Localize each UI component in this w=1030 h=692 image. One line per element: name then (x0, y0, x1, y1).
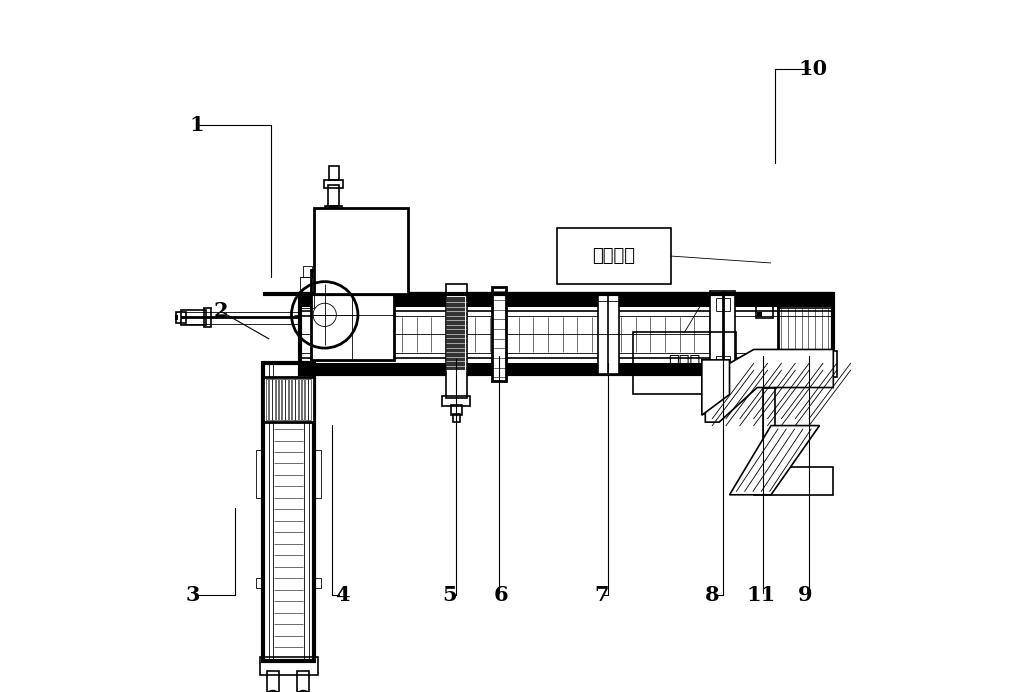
Bar (447, 360, 466, 365)
Text: 8: 8 (705, 585, 720, 605)
Bar (763, 388, 776, 471)
Text: 2: 2 (213, 302, 229, 321)
Text: 4: 4 (335, 585, 349, 605)
Bar (329, 208, 339, 294)
Polygon shape (729, 426, 820, 495)
Text: 9: 9 (798, 585, 813, 605)
Bar (447, 338, 466, 343)
Bar (446, 284, 467, 398)
Bar (204, 308, 210, 327)
Bar (329, 185, 339, 206)
Bar (447, 333, 466, 338)
Bar (329, 166, 339, 180)
Bar (594, 293, 622, 301)
Bar (181, 310, 206, 325)
Text: 7: 7 (594, 585, 609, 605)
Bar (288, 379, 291, 420)
Bar (266, 379, 269, 420)
Bar (279, 379, 281, 420)
Bar (302, 379, 304, 420)
Bar (598, 294, 619, 374)
Bar (324, 180, 343, 188)
Bar (301, 294, 833, 307)
Bar (710, 291, 735, 377)
Bar (313, 450, 321, 498)
Bar (282, 379, 284, 420)
Bar (299, 379, 301, 420)
Text: 3: 3 (186, 585, 201, 605)
Bar (757, 312, 762, 317)
Bar (305, 379, 308, 420)
Bar (260, 657, 318, 675)
Bar (313, 578, 321, 588)
Bar (272, 379, 275, 420)
Bar (447, 356, 466, 361)
Bar (447, 315, 466, 320)
Bar (716, 356, 729, 370)
Bar (311, 270, 393, 360)
Bar (778, 361, 832, 374)
Bar (176, 312, 186, 323)
Text: 11: 11 (746, 585, 776, 605)
Bar (447, 297, 466, 302)
Bar (442, 396, 470, 406)
Bar (263, 377, 314, 422)
Bar (451, 405, 461, 415)
Bar (296, 379, 298, 420)
Bar (756, 298, 774, 318)
Bar (297, 671, 309, 692)
Bar (256, 578, 265, 588)
Bar (447, 365, 466, 370)
Bar (301, 277, 314, 308)
Bar (716, 298, 729, 311)
Bar (447, 351, 466, 356)
Bar (703, 362, 727, 414)
Text: 废料框: 废料框 (668, 354, 700, 372)
Bar (174, 315, 178, 320)
Text: 1: 1 (190, 115, 204, 134)
Text: 5: 5 (442, 585, 456, 605)
Text: 6: 6 (493, 585, 509, 605)
Bar (291, 379, 295, 420)
Bar (327, 215, 341, 232)
Bar (447, 310, 466, 316)
Bar (810, 351, 836, 377)
Bar (303, 266, 312, 277)
Bar (632, 332, 736, 394)
Bar (263, 363, 314, 661)
Bar (453, 414, 459, 422)
Bar (276, 379, 278, 420)
Bar (325, 206, 342, 221)
Text: 10: 10 (798, 60, 827, 79)
Polygon shape (706, 349, 833, 422)
Polygon shape (701, 360, 729, 415)
Bar (447, 319, 466, 325)
Bar (778, 294, 832, 374)
Bar (267, 671, 279, 692)
Bar (256, 450, 265, 498)
Bar (308, 379, 311, 420)
Text: 控制系统: 控制系统 (592, 247, 636, 265)
Bar (285, 379, 288, 420)
Bar (556, 228, 671, 284)
Bar (301, 363, 833, 374)
Bar (778, 294, 832, 308)
Bar (181, 316, 184, 319)
Bar (301, 294, 833, 374)
Bar (447, 301, 466, 307)
Bar (447, 329, 466, 334)
Bar (447, 342, 466, 347)
Bar (754, 467, 833, 495)
Bar (269, 379, 272, 420)
Bar (447, 347, 466, 352)
Bar (314, 208, 408, 294)
Bar (447, 306, 466, 311)
Bar (447, 324, 466, 329)
Bar (492, 287, 506, 381)
